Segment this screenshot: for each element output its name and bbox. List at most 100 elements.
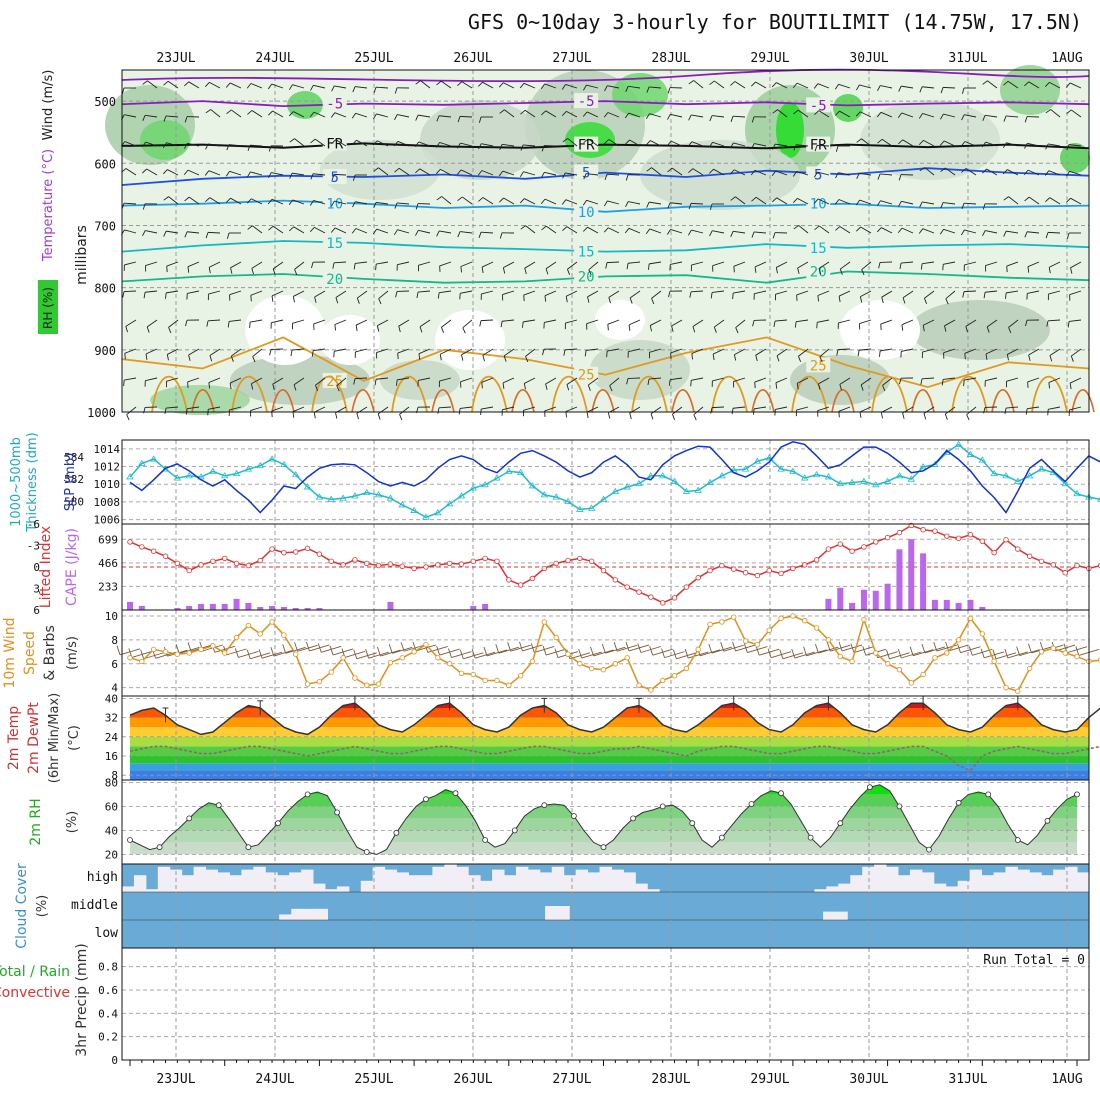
wind-barb: [607, 200, 620, 205]
data-point: [340, 655, 346, 661]
wind-unit-label: (m/s): [65, 636, 80, 670]
wind-barb: [460, 231, 473, 234]
wind-barb-flag: [850, 643, 855, 653]
wind-barb-flag: [968, 646, 973, 656]
wind-barb: [461, 81, 473, 89]
cloud-cell: [515, 866, 529, 892]
wind-barb-flag: [687, 141, 693, 147]
wind-barb-flag: [440, 327, 445, 333]
data-point: [126, 473, 134, 480]
wind-barb-flag: [247, 110, 253, 115]
wind-barb-flag: [372, 113, 377, 120]
wind-barb: [796, 319, 809, 323]
wind-barb-flag: [462, 327, 466, 334]
wind-barb: [418, 377, 431, 381]
wind-barb-flag: [478, 116, 482, 123]
wind-barb: [272, 377, 284, 385]
cape-bar: [221, 603, 228, 610]
wind-barb-flag: [1016, 646, 1021, 656]
heat-contour: [1031, 375, 1068, 413]
wind-barb-flag: [1028, 643, 1032, 654]
wind-barb: [966, 406, 977, 415]
contour-label: 5: [814, 167, 822, 183]
rh-axis-label: RH (%): [41, 287, 55, 329]
wind-barb: [397, 114, 410, 118]
rh-region: [230, 355, 370, 405]
wind-barb: [881, 290, 893, 298]
wind-barb-flag: [898, 201, 902, 207]
contour-label: 5: [331, 170, 339, 186]
data-point: [256, 461, 264, 469]
wind-barb: [963, 202, 977, 205]
wind-barb-flag: [162, 142, 167, 149]
lifted-index-tick: 6: [33, 604, 40, 617]
cape-bar: [955, 602, 962, 610]
data-point: [494, 558, 500, 564]
wind-barb-flag: [897, 227, 903, 234]
wind-barb-flag: [899, 378, 902, 385]
wind-barb: [690, 202, 704, 205]
wind-barb: [210, 109, 221, 118]
cloud-cell: [969, 869, 983, 892]
date-label-top: 25JUL: [354, 51, 393, 66]
cloud-cell: [408, 875, 421, 892]
wind-barb-flag: [204, 82, 210, 88]
wind-barb-flag: [882, 385, 886, 392]
wind-barb: [368, 651, 389, 659]
wind-barb-flag: [751, 231, 755, 238]
wind-barb-flag: [1002, 169, 1008, 175]
wind-barb-flag: [184, 196, 190, 202]
cloud-cell: [993, 872, 1006, 892]
wind-barb-flag: [205, 109, 211, 114]
rh-point: [837, 820, 844, 827]
wind-barb: [523, 171, 536, 176]
wind-barb: [1047, 231, 1061, 234]
wind-barb-flag: [587, 384, 591, 391]
wind-barb: [292, 348, 305, 351]
wind-barb-flag: [334, 324, 336, 331]
wind-barb-flag: [268, 225, 274, 231]
wind-barb-flag: [373, 167, 379, 172]
wind-barb-flag: [393, 141, 399, 147]
cloud-cell: [981, 875, 994, 892]
data-point: [848, 478, 856, 485]
wind-barb-flag: [860, 384, 864, 391]
wind-barb: [734, 169, 746, 176]
wind-barb-flag: [1066, 109, 1072, 115]
data-point: [315, 493, 324, 500]
wind-barb: [565, 199, 578, 205]
slp-tick-label: 1010: [94, 478, 121, 491]
wind-barb-flag: [582, 226, 588, 232]
wind-barb: [335, 139, 347, 147]
wind-barb: [671, 319, 683, 327]
wind-barb-flag: [562, 172, 566, 179]
data-point: [458, 561, 465, 567]
wind-barb: [1028, 81, 1040, 89]
wind-barb-flag: [818, 268, 822, 275]
wind-barb: [924, 167, 935, 176]
data-point: [186, 650, 192, 656]
wind-barb-flag: [793, 225, 799, 230]
wind-barb-flag: [269, 349, 272, 356]
wind-barb: [1071, 109, 1082, 118]
wind-barb-flag: [123, 380, 125, 387]
wind-barb-flag: [183, 169, 189, 176]
wind-barb-flag: [289, 138, 295, 143]
wind-barb-flag: [648, 263, 650, 270]
wind-barb-flag: [944, 413, 948, 420]
wind-barb-flag: [607, 324, 609, 331]
wind-barb: [273, 649, 295, 657]
wind-barb-flag: [208, 382, 210, 389]
data-point: [978, 456, 987, 463]
wind-barb: [292, 172, 305, 176]
rh-point: [127, 837, 133, 843]
run-total-label: Run Total = 0: [983, 953, 1085, 968]
wind-barb-flag: [1070, 355, 1074, 362]
heat-contour: [831, 389, 855, 413]
data-point: [932, 528, 938, 534]
wind-barb-flag: [293, 384, 297, 391]
data-point: [293, 549, 299, 555]
wind-barb: [292, 199, 305, 205]
wind-barb-flag: [562, 138, 568, 143]
wind-barb: [987, 80, 998, 89]
